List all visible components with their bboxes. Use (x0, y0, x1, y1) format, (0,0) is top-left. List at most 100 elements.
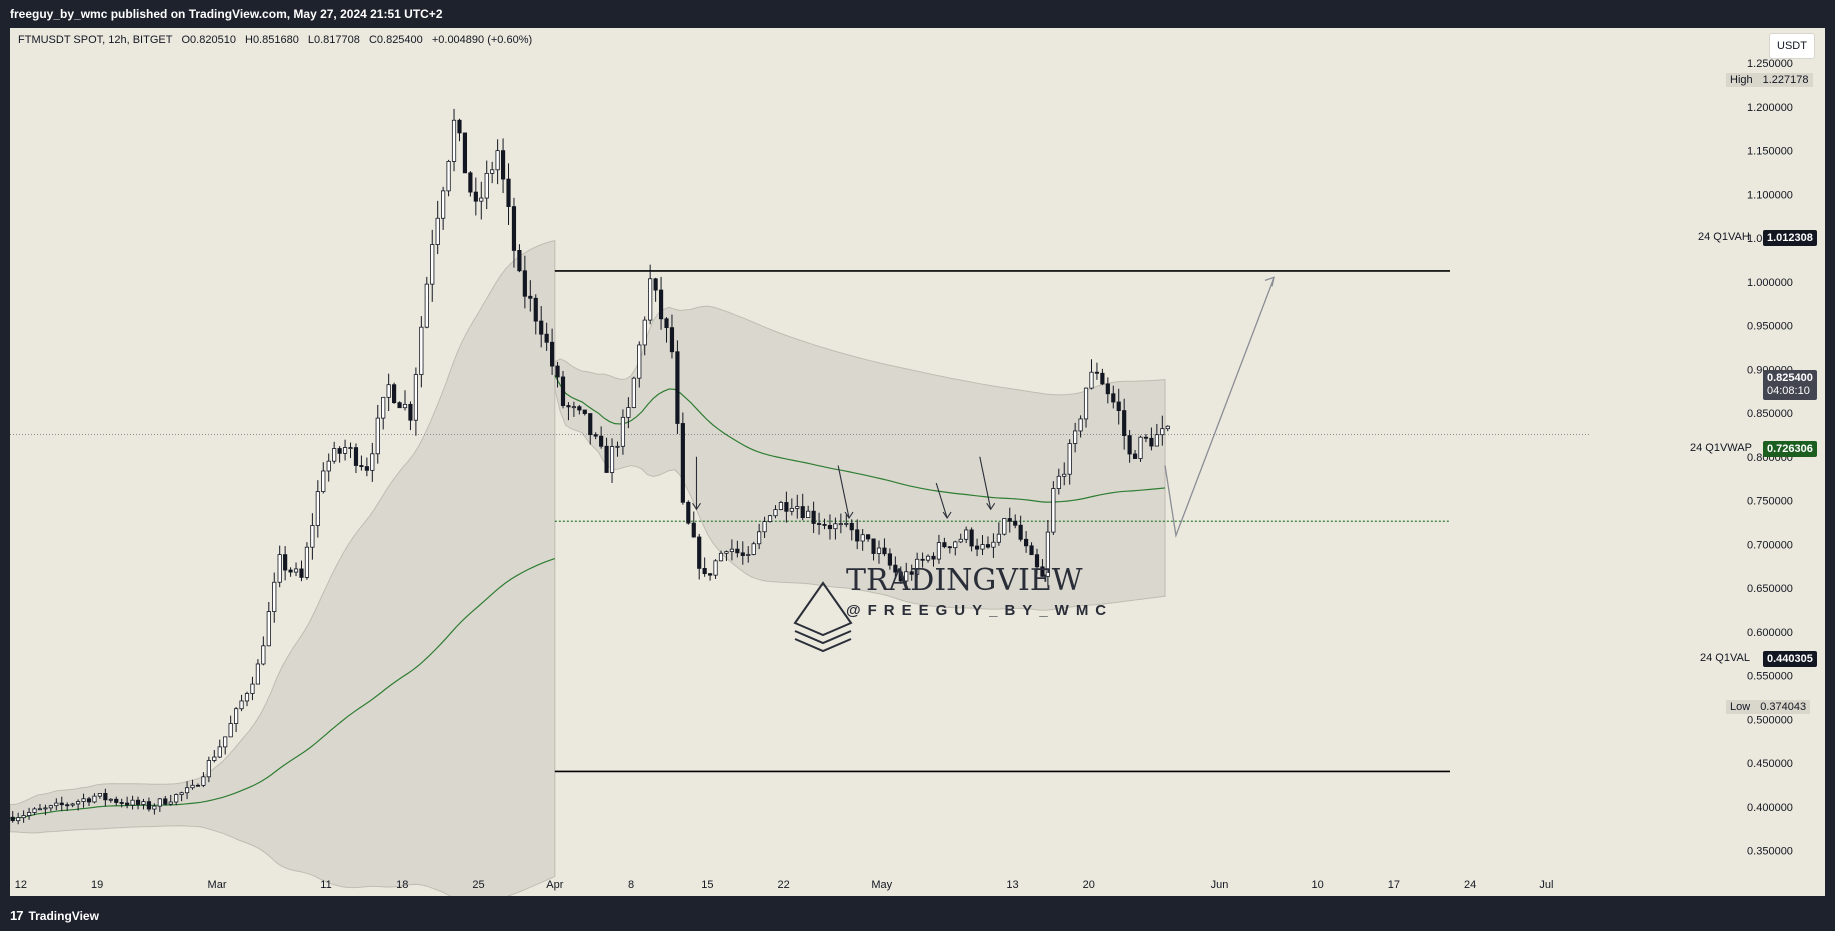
annotation-arrow-2 (837, 465, 850, 519)
candle-body (833, 523, 838, 530)
candle-body (1143, 436, 1149, 439)
candle-body (969, 529, 974, 547)
logo-layer-3 (794, 638, 852, 653)
candle-body (697, 536, 702, 569)
candle-body (114, 798, 119, 803)
candle-body (931, 555, 936, 560)
last-price-value: 0.825400 (1767, 372, 1813, 384)
tradingview-logo[interactable]: 17 TradingView (10, 908, 99, 923)
ohlc-close: C0.825400 (368, 34, 423, 46)
candle-body (849, 522, 854, 531)
candle-body (898, 571, 903, 582)
candle-body (920, 558, 925, 561)
candle-body (1073, 430, 1078, 444)
candle-body (1132, 453, 1138, 459)
candle-body (304, 546, 310, 578)
candle-body (184, 787, 190, 794)
layered-triangle-logo-icon (793, 581, 853, 653)
candle-body (359, 465, 364, 467)
y-tick-label: 0.850000 (1747, 408, 1793, 420)
candle-body (773, 509, 778, 517)
candle-body (163, 798, 168, 805)
candle-body (108, 798, 113, 801)
candle-body (1078, 418, 1083, 432)
candle-body (691, 522, 696, 538)
candle-body (844, 522, 849, 525)
candle-body (1160, 428, 1165, 436)
annotation-arrowhead-4 (986, 502, 996, 511)
candle-body (718, 552, 724, 562)
candle-body (37, 808, 43, 811)
candle-body (1089, 371, 1094, 389)
annotation-arrowhead-3 (942, 511, 952, 519)
y-tick-label: 1.100000 (1747, 189, 1793, 201)
candle-body (762, 521, 767, 533)
candle-body (953, 541, 958, 549)
candle-body (588, 413, 593, 436)
candle-body (653, 278, 658, 291)
candle-body (735, 548, 740, 554)
candle-body (43, 807, 48, 810)
candle-body (974, 545, 980, 550)
candle-body (473, 191, 478, 202)
candle-body (217, 746, 222, 758)
candle-body (958, 538, 963, 543)
candle-body (784, 502, 789, 512)
val-line-label: 24 Q1VAL (1700, 652, 1750, 664)
y-tick-label: 1.250000 (1747, 58, 1793, 70)
candle-body (48, 805, 53, 809)
currency-button[interactable]: USDT (1769, 33, 1815, 59)
candle-body (1138, 436, 1143, 459)
candle-body (795, 506, 800, 509)
candle-body (686, 501, 691, 524)
candle-body (528, 295, 533, 299)
candle-body (21, 815, 26, 819)
annotation-arrowhead-1 (692, 502, 701, 511)
vah-line-label: 24 Q1VAH (1698, 231, 1750, 243)
candle-body (1067, 443, 1072, 475)
candle-body (582, 409, 587, 414)
candle-body (255, 663, 260, 685)
anchored-vwap-band-q2-vwap-line (554, 375, 1166, 503)
candle-body (152, 805, 157, 810)
x-tick-label: Jun (1211, 879, 1229, 891)
candle-body (1051, 488, 1056, 533)
candle-body (1127, 435, 1132, 455)
candle-body (631, 377, 636, 408)
candle-body (1034, 554, 1040, 568)
candle-body (468, 172, 473, 193)
candlestick-chart[interactable]: 1.2500001.2000001.1500001.1000001.050000… (10, 28, 1825, 896)
candle-body (76, 801, 81, 805)
footer-bar: 17 TradingView (0, 900, 1835, 931)
candle-body (626, 407, 631, 418)
vwap-line-label: 24 Q1VWAP (1690, 442, 1752, 454)
candle-body (746, 554, 751, 556)
logo-layer-2 (794, 630, 852, 645)
annotation-arrow-3 (935, 482, 948, 519)
candle-body (1122, 410, 1127, 436)
ohlc-change: +0.004890 (+0.60%) (431, 34, 533, 46)
candle-body (604, 445, 609, 473)
vwap-price-tag: 0.726306 (1763, 441, 1817, 457)
candle-body (97, 793, 102, 797)
watermark-title: TRADINGVIEW (846, 563, 1083, 598)
x-tick-label: 13 (1006, 879, 1018, 891)
candle-body (342, 447, 348, 454)
candle-body (370, 453, 375, 471)
x-tick-label: 24 (1464, 879, 1476, 891)
candle-body (1116, 401, 1121, 411)
candle-body (250, 683, 255, 694)
candle-body (571, 406, 576, 409)
x-tick-label: 25 (472, 879, 484, 891)
chart-area[interactable]: 1.2500001.2000001.1500001.1000001.050000… (10, 28, 1825, 896)
candle-body (533, 297, 538, 322)
last-price-tag: 0.825400 04:08:10 (1763, 370, 1817, 400)
x-tick-label: 17 (1388, 879, 1400, 891)
candle-body (827, 525, 833, 530)
candle-body (806, 510, 811, 518)
candle-body (893, 564, 898, 573)
candle-body (392, 384, 397, 404)
candle-body (462, 132, 468, 174)
symbol-legend: FTMUSDT SPOT, 12h, BITGET O0.820510 H0.8… (18, 34, 538, 46)
symbol-name[interactable]: FTMUSDT SPOT, 12h, BITGET (18, 34, 173, 46)
